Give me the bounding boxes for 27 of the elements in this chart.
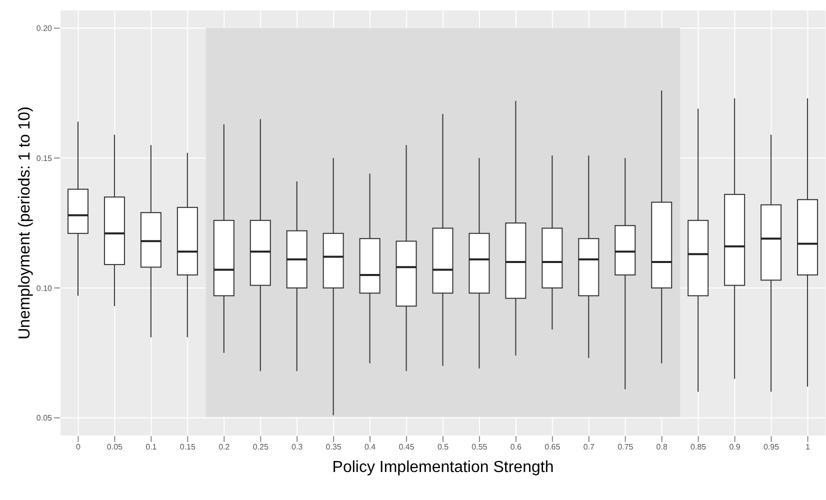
y-tick-label: 0.05	[36, 414, 53, 423]
x-tick-label: 0.25	[252, 442, 269, 452]
y-tick-label: 0.20	[36, 24, 53, 34]
x-tick-label: 0.75	[618, 442, 634, 452]
x-tick-label: 0.1	[146, 442, 158, 452]
x-tick-label: 0.7	[583, 442, 596, 452]
x-tick-label: 0.9	[729, 442, 741, 452]
x-tick-label: 0.5	[437, 442, 450, 452]
x-tick-label: 0.6	[510, 442, 522, 452]
x-tick-label: 1	[806, 442, 811, 452]
x-tick-label: 0.15	[180, 442, 196, 452]
x-axis-title: Policy Implementation Strength	[332, 459, 554, 476]
x-tick-label: 0.65	[544, 442, 561, 452]
x-tick-label: 0.2	[218, 442, 230, 452]
x-tick-label: 0.05	[106, 442, 124, 452]
y-tick-label: 0.15	[36, 154, 53, 163]
x-tick-label: 0.4	[364, 442, 376, 452]
y-axis-title: Unemployment (periods: 1 to 10)	[16, 106, 34, 340]
x-tick-label: 0.35	[326, 442, 342, 452]
x-tick-label: 0.95	[763, 442, 780, 452]
x-tick-label: 0.85	[690, 442, 707, 452]
x-tick-label: 0.8	[656, 442, 668, 452]
x-tick-label: 0.45	[398, 442, 415, 452]
x-tick-label: 0	[76, 442, 82, 452]
x-tick-label: 0.55	[472, 442, 488, 452]
x-tick-label: 0.3	[292, 442, 304, 452]
y-tick-label: 0.10	[36, 284, 53, 293]
